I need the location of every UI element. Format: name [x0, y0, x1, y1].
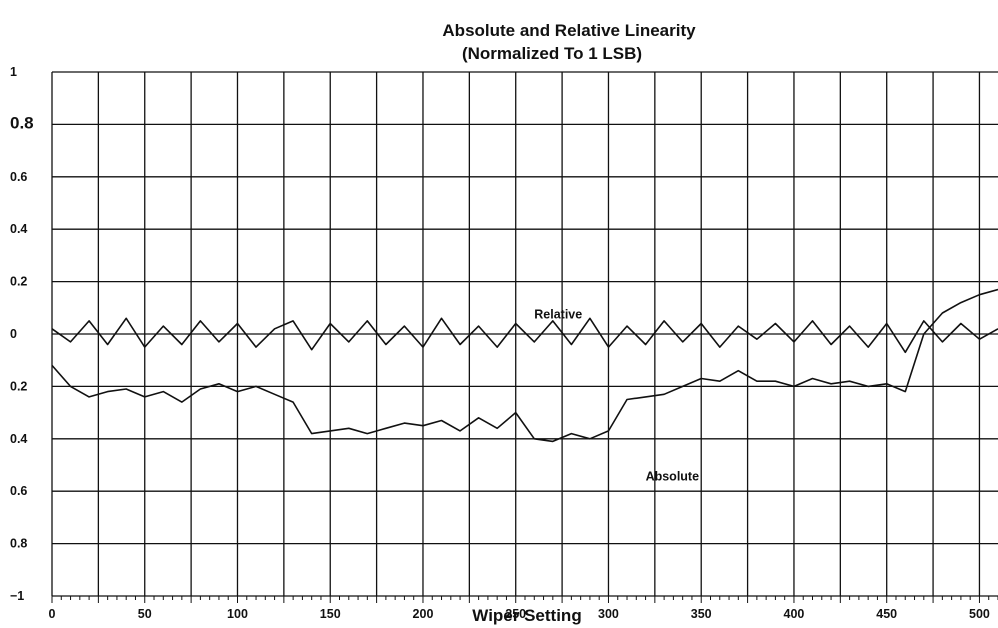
y-tick-label: 0 — [10, 327, 17, 341]
annotation-absolute: Absolute — [646, 470, 700, 484]
y-tick-label: −1 — [10, 589, 24, 603]
x-tick-label: 50 — [138, 607, 152, 621]
x-tick-label: 450 — [876, 607, 897, 621]
x-tick-label: 150 — [320, 607, 341, 621]
grid — [51, 71, 998, 603]
x-tick-label: 0 — [49, 607, 56, 621]
annotation-relative: Relative — [534, 307, 582, 321]
series-line-absolute — [51, 288, 998, 443]
x-tick-label: 400 — [784, 607, 805, 621]
chart-title: Absolute and Relative Linearity — [442, 21, 696, 40]
x-tick-label: 350 — [691, 607, 712, 621]
chart-subtitle: (Normalized To 1 LSB) — [462, 44, 642, 63]
y-tick-label: 0.4 — [10, 222, 27, 236]
y-tick-label: 1 — [10, 65, 17, 79]
y-tick-label: 0.6 — [10, 484, 27, 498]
x-tick-label: 300 — [598, 607, 619, 621]
y-tick-label: 0.6 — [10, 170, 27, 184]
x-tick-labels: 0 50 100 150 200 250 300 350 400 450 500 — [49, 607, 990, 621]
series-layer — [51, 288, 998, 443]
x-tick-label: 250 — [505, 607, 526, 621]
x-tick-label: 200 — [413, 607, 434, 621]
x-axis-label: Wiper Setting — [472, 606, 581, 625]
y-tick-labels: 1 0.8 0.6 0.4 0.2 0 0.2 0.4 0.6 0.8 −1 — [10, 65, 34, 603]
y-tick-label: 0.8 — [10, 537, 27, 551]
x-tick-label: 500 — [969, 607, 990, 621]
x-tick-label: 100 — [227, 607, 248, 621]
y-tick-label: 0.2 — [10, 275, 27, 289]
y-tick-label: 0.8 — [10, 113, 34, 132]
y-tick-label: 0.2 — [10, 379, 27, 393]
series-line-relative — [51, 317, 998, 354]
y-tick-label: 0.4 — [10, 432, 27, 446]
annotation-layer: Relative Absolute — [534, 307, 699, 483]
